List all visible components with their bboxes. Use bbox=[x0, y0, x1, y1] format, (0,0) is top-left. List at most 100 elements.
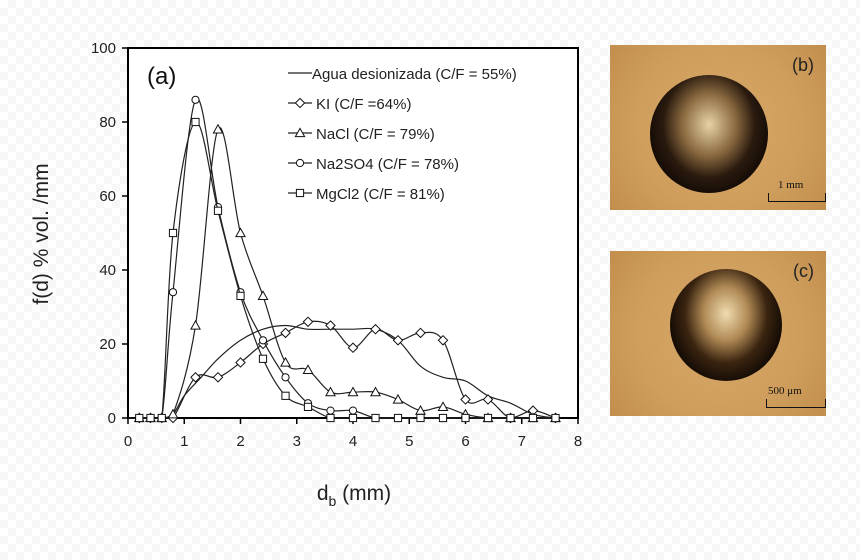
data-point-square bbox=[438, 413, 448, 423]
x-tick-label: 4 bbox=[349, 433, 357, 450]
x-axis-title-subscript: b bbox=[329, 493, 337, 509]
data-point-square bbox=[146, 413, 155, 423]
data-point-circle bbox=[295, 158, 305, 168]
data-point-diamond bbox=[235, 357, 246, 368]
data-point-diamond bbox=[325, 320, 336, 331]
data-point-diamond bbox=[347, 342, 359, 354]
legend-header-box bbox=[280, 61, 570, 87]
data-point-diamond bbox=[482, 394, 494, 405]
y-tick-label: 80 bbox=[99, 114, 116, 131]
x-tick-label: 6 bbox=[461, 433, 469, 450]
data-point-square bbox=[157, 413, 166, 423]
scale-label-b: 1 mm bbox=[778, 179, 804, 191]
bubble-b-rim bbox=[650, 75, 768, 193]
y-axis-title: f(d) % vol. /mm bbox=[30, 163, 53, 304]
legend-label: Na2SO4 (C/F = 78%) bbox=[316, 156, 459, 173]
data-point-square bbox=[371, 413, 380, 423]
data-point-diamond bbox=[190, 371, 201, 383]
x-tick-label: 2 bbox=[236, 433, 244, 450]
data-point-square bbox=[258, 354, 268, 363]
data-point-diamond bbox=[460, 394, 471, 405]
x-tick-label: 8 bbox=[574, 433, 582, 450]
photo-c-label: (c) bbox=[793, 261, 814, 281]
data-point-square bbox=[551, 413, 560, 423]
data-point-triangle bbox=[325, 386, 336, 397]
plot-area bbox=[127, 47, 579, 419]
data-point-diamond bbox=[437, 334, 449, 346]
series-square bbox=[135, 117, 560, 423]
data-point-triangle bbox=[167, 408, 179, 419]
bubble-photo-b: (b) 1 mm bbox=[610, 45, 826, 210]
data-point-square bbox=[135, 413, 144, 423]
data-point-diamond bbox=[415, 327, 426, 339]
data-point-triangle bbox=[235, 227, 246, 238]
scale-bar-c bbox=[766, 399, 826, 408]
x-tick-label: 1 bbox=[180, 433, 188, 450]
legend-label: NaCl (C/F = 79%) bbox=[316, 126, 435, 143]
y-tick-label: 60 bbox=[99, 188, 116, 205]
data-point-square bbox=[393, 413, 403, 423]
x-tick-label: 0 bbox=[124, 433, 132, 450]
data-point-circle bbox=[191, 95, 200, 104]
legend-label: MgCl2 (C/F = 81%) bbox=[316, 186, 445, 203]
x-tick-label: 5 bbox=[405, 433, 413, 450]
data-point-square bbox=[483, 413, 493, 423]
x-axis-title: db (mm) bbox=[317, 482, 391, 509]
y-tick-label: 0 bbox=[108, 410, 116, 427]
data-point-diamond bbox=[280, 327, 291, 339]
legend-label: KI (C/F =64%) bbox=[316, 96, 411, 113]
data-point-square bbox=[506, 413, 515, 423]
data-point-square bbox=[213, 206, 223, 215]
data-point-diamond bbox=[212, 371, 224, 383]
data-point-circle bbox=[168, 288, 178, 297]
data-point-square bbox=[461, 413, 470, 423]
series-agua bbox=[128, 324, 556, 419]
data-point-diamond bbox=[370, 323, 381, 335]
y-tick-label: 20 bbox=[99, 336, 116, 353]
data-point-triangle bbox=[212, 123, 224, 134]
data-point-square bbox=[281, 391, 290, 400]
data-point-triangle bbox=[370, 386, 381, 397]
x-axis-title-main: d bbox=[317, 482, 329, 505]
data-point-diamond bbox=[392, 334, 404, 346]
scale-bar-b bbox=[768, 193, 826, 202]
y-tick-label: 40 bbox=[99, 262, 116, 279]
data-point-circle bbox=[348, 406, 358, 415]
data-point-diamond bbox=[294, 97, 306, 109]
data-point-triangle bbox=[190, 319, 201, 330]
data-point-triangle bbox=[257, 290, 269, 300]
data-point-square bbox=[236, 291, 245, 300]
series-line bbox=[128, 324, 556, 419]
y-tick-label: 100 bbox=[91, 40, 116, 57]
bubble-c-rim bbox=[670, 269, 782, 381]
data-point-square bbox=[348, 413, 358, 423]
x-axis-title-unit: (mm) bbox=[336, 482, 391, 505]
panel-label: (a) bbox=[147, 63, 176, 90]
data-point-square bbox=[191, 117, 200, 127]
legend: Agua desionizada (C/F = 55%) KI (C/F =64%… bbox=[280, 61, 570, 203]
legend-label: Agua desionizada (C/F = 55%) bbox=[312, 66, 517, 83]
data-point-square bbox=[528, 413, 538, 423]
data-point-triangle bbox=[280, 356, 291, 367]
data-point-triangle bbox=[392, 393, 404, 404]
data-point-square bbox=[295, 188, 305, 198]
data-point-circle bbox=[281, 373, 290, 382]
series-layer bbox=[128, 95, 561, 424]
x-tick-label: 3 bbox=[293, 433, 301, 450]
data-point-square bbox=[168, 228, 178, 238]
x-tick-label: 7 bbox=[518, 433, 526, 450]
data-point-triangle bbox=[347, 386, 359, 397]
scale-label-c: 500 μm bbox=[768, 385, 802, 397]
data-point-square bbox=[416, 413, 425, 423]
data-point-triangle bbox=[437, 401, 449, 411]
data-point-triangle bbox=[302, 364, 314, 374]
data-point-square bbox=[326, 413, 335, 423]
bubble-photo-c: (c) 500 μm bbox=[610, 251, 826, 416]
data-point-triangle bbox=[294, 127, 306, 138]
data-point-diamond bbox=[302, 316, 314, 328]
photo-b-label: (b) bbox=[792, 55, 814, 75]
data-point-circle bbox=[258, 336, 268, 345]
